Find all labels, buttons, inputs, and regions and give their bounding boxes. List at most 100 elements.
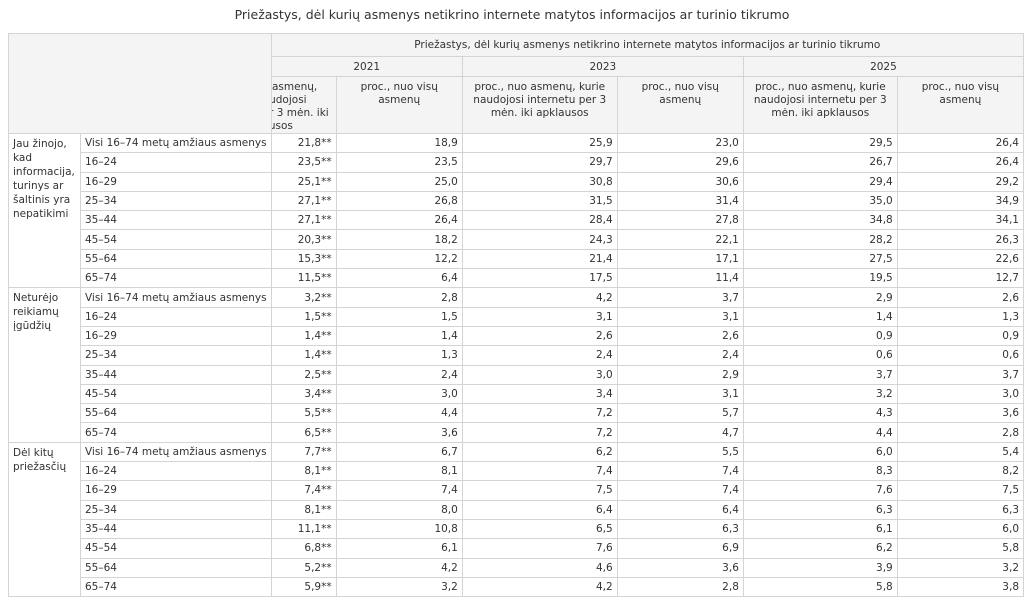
data-row: Dėl kitų priežasčių Visi 16–74 metų amžia… <box>8 441 1024 598</box>
value-cell: 5,5** <box>270 403 337 424</box>
value-cell: 7,2 <box>461 422 618 443</box>
value-cell: 2,4 <box>335 364 463 385</box>
value-cell: 5,9** <box>270 576 337 598</box>
value-cell: 4,4 <box>335 403 463 424</box>
value-cell: 21,8** <box>270 132 337 154</box>
row-label: Visi 16–74 metų amžiaus asmenys <box>79 287 272 308</box>
row-label: 25–34 <box>79 499 272 520</box>
group-label: Jau žinojo, kad informacija, turinys ar … <box>8 132 81 289</box>
subheader-cell: proc., nuo asmenų, kurie naudojosi inter… <box>742 76 898 134</box>
value-cell: 25,1** <box>270 171 337 192</box>
value-cell: 3,4** <box>270 383 337 405</box>
value-cell: 4,2 <box>461 576 618 598</box>
subheader-cell: proc., nuo visų asmenų <box>896 76 1024 134</box>
value-cell: 3,2 <box>896 557 1024 578</box>
value-cell: 4,3 <box>742 403 898 424</box>
row-label: 35–44 <box>79 364 272 385</box>
value-cell: 3,1 <box>616 383 744 405</box>
row-label: 16–24 <box>79 306 272 327</box>
value-cell: 34,8 <box>742 210 898 231</box>
row-label: 16–29 <box>79 480 272 501</box>
value-cell: 5,2** <box>270 557 337 578</box>
value-cell: 0,6 <box>742 345 898 366</box>
year-cell: 2021 <box>270 56 463 77</box>
value-cell: 27,5 <box>742 248 898 270</box>
value-cell: 2,8 <box>616 576 744 598</box>
value-cell: 3,9 <box>742 557 898 578</box>
value-cell: 2,8 <box>896 422 1024 443</box>
data-row: 65–74 11,5** 6,4 17,5 11,4 19,5 12,7 <box>9 268 1024 289</box>
value-cell: 30,6 <box>616 171 744 192</box>
value-cell: 6,9 <box>616 538 744 559</box>
row-label: 65–74 <box>79 268 272 289</box>
row-label: 65–74 <box>79 576 272 598</box>
value-cell: 1,3 <box>896 306 1024 327</box>
value-cell: 5,7 <box>616 403 744 424</box>
data-row: 45–54 3,4** 3,0 3,4 3,1 3,2 3,0 <box>9 383 1024 405</box>
data-row: 25–34 8,1** 8,0 6,4 6,4 6,3 6,3 <box>9 499 1024 520</box>
value-cell: 24,3 <box>461 229 618 250</box>
row-label: 25–34 <box>79 345 272 366</box>
data-row: 65–74 5,9** 3,2 4,2 2,8 5,8 3,8 <box>9 576 1024 598</box>
header-cell: Priežastys, dėl kurių asmenys netikrino … <box>270 33 1024 57</box>
subheader-text: proc., nuo visų asmenų <box>360 81 438 106</box>
value-cell: 18,9 <box>335 132 463 154</box>
value-cell: 29,7 <box>461 152 618 173</box>
value-cell: 6,4 <box>616 499 744 520</box>
value-cell: 7,6 <box>461 538 618 559</box>
value-cell: 19,5 <box>742 268 898 289</box>
value-cell: 6,0 <box>896 518 1024 540</box>
value-cell: 2,6 <box>616 325 744 347</box>
value-cell: 3,1 <box>461 306 618 327</box>
group-label: Neturėjo reikiamų įgūdžių <box>8 287 81 443</box>
subheader-text: proc., nuo asmenų, kurie naudojosi inter… <box>473 81 607 119</box>
data-row: 35–44 2,5** 2,4 3,0 2,9 3,7 3,7 <box>9 364 1024 385</box>
row-label: 45–54 <box>79 229 272 250</box>
value-cell: 20,3** <box>270 229 337 250</box>
value-cell: 11,1** <box>270 518 337 540</box>
value-cell: 1,5** <box>270 306 337 327</box>
subheader-text: proc., nuo asmenų, kurie naudojosi inter… <box>271 81 329 132</box>
value-cell: 3,4 <box>461 383 618 405</box>
subheader-text: proc., nuo visų asmenų <box>641 81 719 106</box>
value-cell: 23,0 <box>616 132 744 154</box>
group-label: Dėl kitų priežasčių <box>8 441 81 598</box>
value-cell: 6,7 <box>335 441 463 463</box>
value-cell: 7,4 <box>616 461 744 482</box>
value-cell: 3,2 <box>335 576 463 598</box>
value-cell: 3,0 <box>461 364 618 385</box>
value-cell: 8,1 <box>335 461 463 482</box>
page-title: Priežastys, dėl kurių asmenys netikrino … <box>234 7 790 22</box>
value-cell: 34,9 <box>896 190 1024 212</box>
value-cell: 2,9 <box>616 364 744 385</box>
value-cell: 7,2 <box>461 403 618 424</box>
data-row: 45–54 20,3** 18,2 24,3 22,1 28,2 26,3 <box>9 229 1024 250</box>
value-cell: 26,7 <box>742 152 898 173</box>
value-cell: 3,2 <box>742 383 898 405</box>
value-cell: 3,0 <box>335 383 463 405</box>
data-table: Priežastys, dėl kurių asmenys netikrino … <box>8 33 1024 598</box>
data-row: Jau žinojo, kad informacija, turinys ar … <box>8 132 1024 289</box>
value-cell: 7,7** <box>270 441 337 463</box>
row-label: 55–64 <box>79 248 272 270</box>
data-row: 25–34 27,1** 26,8 31,5 31,4 35,0 34,9 <box>9 190 1024 212</box>
value-cell: 1,4 <box>335 325 463 347</box>
value-cell: 35,0 <box>742 190 898 212</box>
value-cell: 11,5** <box>270 268 337 289</box>
value-cell: 1,4** <box>270 325 337 347</box>
value-cell: 17,5 <box>461 268 618 289</box>
value-cell: 6,8** <box>270 538 337 559</box>
value-cell: 2,6 <box>461 325 618 347</box>
value-cell: 27,1** <box>270 210 337 231</box>
value-cell: 8,3 <box>742 461 898 482</box>
value-cell: 6,4 <box>335 268 463 289</box>
data-row: 45–54 6,8** 6,1 7,6 6,9 6,2 5,8 <box>9 538 1024 559</box>
value-cell: 17,1 <box>616 248 744 270</box>
value-cell: 6,4 <box>461 499 618 520</box>
row-label: Visi 16–74 metų amžiaus asmenys <box>79 441 272 463</box>
value-cell: 12,7 <box>896 268 1024 289</box>
value-cell: 4,4 <box>742 422 898 443</box>
value-cell: 2,4 <box>461 345 618 366</box>
value-cell: 22,6 <box>896 248 1024 270</box>
